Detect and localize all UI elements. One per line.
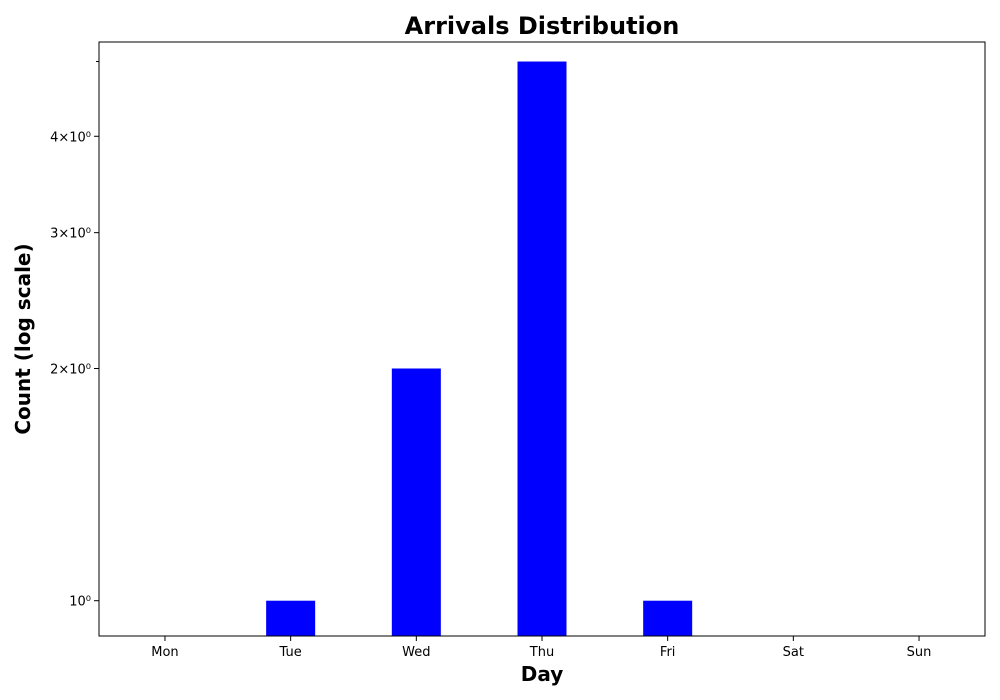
bars	[266, 61, 693, 637]
bar-thu	[517, 61, 567, 637]
y-axis-label: Count (log scale)	[11, 243, 35, 434]
y-tick-label: 10⁰	[69, 595, 91, 610]
x-axis: Mon Tue Wed Thu Fri Sat Sun	[151, 636, 931, 660]
x-tick-label: Fri	[660, 645, 676, 660]
y-tick-label: 2×10⁰	[50, 362, 91, 377]
bar-tue	[266, 600, 316, 636]
x-axis-label: Day	[521, 662, 564, 686]
x-tick-label: Thu	[529, 645, 554, 660]
x-tick-label: Mon	[151, 645, 178, 660]
x-tick-label: Sun	[907, 645, 932, 660]
y-axis: 10⁰ 2×10⁰ 3×10⁰ 4×10⁰	[50, 61, 99, 610]
bar-wed	[391, 368, 441, 636]
y-tick-label: 3×10⁰	[50, 227, 91, 242]
x-tick-label: Tue	[279, 645, 302, 660]
bar-fri	[643, 600, 693, 636]
chart-title: Arrivals Distribution	[405, 12, 680, 40]
y-tick-label: 4×10⁰	[50, 130, 91, 145]
x-tick-label: Sat	[783, 645, 804, 660]
x-tick-label: Wed	[402, 645, 430, 660]
